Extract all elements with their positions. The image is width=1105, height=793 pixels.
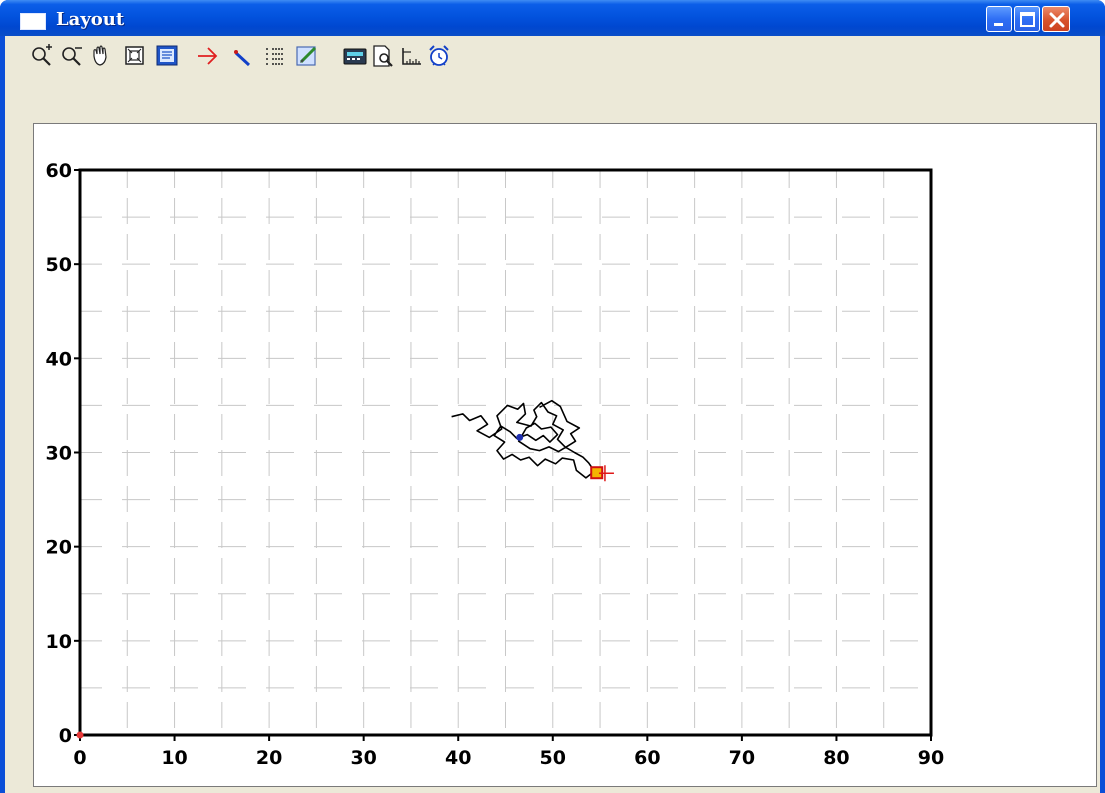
y-tick-label: 0 <box>59 725 72 747</box>
x-tick-label: 0 <box>73 747 86 769</box>
calculator-button[interactable] <box>343 44 367 68</box>
list-button[interactable] <box>263 44 287 68</box>
position-marker <box>76 731 84 739</box>
y-tick-label: 50 <box>46 254 72 276</box>
pan-hand-icon <box>93 45 107 66</box>
x-tick-label: 50 <box>540 747 566 769</box>
edit-button[interactable] <box>295 44 319 68</box>
close-icon <box>1049 12 1065 28</box>
window-icon <box>20 13 46 30</box>
maximize-icon <box>1020 12 1035 27</box>
pointer-icon <box>234 50 251 67</box>
y-tick-label: 40 <box>46 348 72 370</box>
zoom-in-button[interactable] <box>29 44 53 68</box>
pointer-button[interactable] <box>231 44 255 68</box>
close-button[interactable] <box>1042 6 1070 32</box>
print-preview-icon <box>373 45 393 67</box>
calculator-icon <box>343 48 367 65</box>
arrow-right-icon <box>198 47 218 65</box>
zoom-fit-button[interactable] <box>123 44 147 68</box>
x-tick-label: 30 <box>350 747 376 769</box>
minimize-button[interactable] <box>986 6 1012 32</box>
print-preview-button[interactable] <box>371 44 395 68</box>
alarm-clock-icon <box>429 45 449 66</box>
window-title: Layout <box>56 9 125 30</box>
zoom-in-icon <box>32 44 52 66</box>
arrow-button[interactable] <box>195 44 219 68</box>
title-bar[interactable]: Layout <box>0 0 1105 36</box>
x-tick-label: 20 <box>256 747 282 769</box>
zoom-out-button[interactable] <box>59 44 83 68</box>
y-tick-label: 10 <box>46 631 72 653</box>
minimize-icon <box>994 23 1003 26</box>
crosshair-marker <box>598 465 614 482</box>
x-tick-label: 40 <box>445 747 471 769</box>
y-tick-label: 20 <box>46 537 72 559</box>
layout-trace-line <box>451 399 596 479</box>
layout-plot-panel[interactable]: 0 10 20 30 40 50 60 70 80 90 0 10 20 30 40 50 60 <box>33 123 1097 787</box>
maximize-button[interactable] <box>1014 6 1040 32</box>
ruler-icon <box>402 48 421 65</box>
x-tick-label: 80 <box>823 747 849 769</box>
position-marker <box>516 433 524 441</box>
client-area: 0 10 20 30 40 50 60 70 80 90 0 10 20 30 40 50 60 <box>5 36 1100 793</box>
y-tick-label: 30 <box>46 443 72 465</box>
x-tick-label: 60 <box>634 747 660 769</box>
layout-chart: 0 10 20 30 40 50 60 70 80 90 0 10 20 30 40 50 60 <box>46 160 945 769</box>
alarm-button[interactable] <box>427 44 451 68</box>
list-icon <box>266 48 284 65</box>
pan-button[interactable] <box>89 44 113 68</box>
ruler-button[interactable] <box>399 44 423 68</box>
layout-view-button[interactable] <box>155 44 179 68</box>
x-tick-label: 90 <box>918 747 944 769</box>
zoom-fit-icon <box>125 46 144 65</box>
zoom-out-icon <box>62 47 82 66</box>
edit-icon <box>296 46 317 66</box>
x-tick-label: 70 <box>729 747 755 769</box>
layout-view-icon <box>156 45 178 66</box>
toolbar <box>5 36 1100 76</box>
y-tick-label: 60 <box>46 160 72 182</box>
x-tick-label: 10 <box>161 747 187 769</box>
